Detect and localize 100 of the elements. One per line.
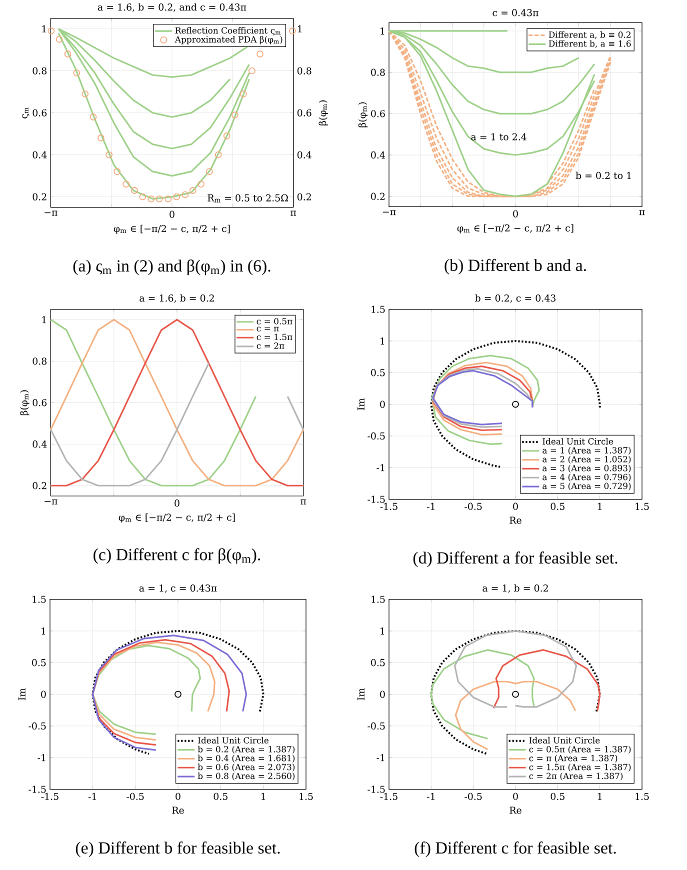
y-tick-label: 1	[42, 316, 46, 324]
legend-label: c = 2π (Area = 1.387)	[529, 772, 623, 780]
x-tick-label: −π	[44, 210, 58, 216]
legend-label: Approximated PDA β(φ$_{m}$)	[174, 36, 282, 44]
x-axis-title: φ$_{m}$ ∈ [−π/2 − c, π/2 + c]	[118, 514, 235, 523]
y-tick-label: 0.6	[32, 109, 47, 116]
y-tick-label: 0.6	[371, 110, 385, 118]
legend-label: a = 1 (Area = 1.387)	[542, 446, 631, 455]
y-tick-label: 0.5	[32, 659, 46, 666]
x-tick-label: -0.5	[464, 502, 482, 510]
text: (d) Different a for feasible set.	[413, 552, 618, 568]
y-tick-label: 0.4	[32, 151, 47, 158]
legend-label: a = 4 (Area = 0.796)	[542, 474, 631, 482]
x-tick-label: 1	[261, 792, 265, 800]
y-tick-label: 0.5	[371, 659, 385, 666]
y-axis-title: Im	[357, 398, 364, 410]
y-tick-label: 1.5	[372, 306, 385, 313]
legend-label: Ideal Unit Circle	[198, 736, 269, 744]
legend-label: b = 0.4 (Area = 1.681)	[198, 754, 295, 762]
y-tick-label: -0.5	[368, 432, 385, 440]
y-tick-label: 0.6	[32, 399, 47, 406]
x-tick-label: 0	[170, 210, 174, 218]
legend-label: c = 2π	[256, 342, 284, 349]
x-tick-label: 1	[598, 792, 602, 800]
x-tick-label: -1	[426, 792, 434, 800]
y2-tick-label: 0.6	[297, 109, 312, 116]
y-tick-label: -1	[376, 464, 384, 472]
y-tick-label: -1.5	[28, 786, 46, 793]
annotation: a = 1 to 2.4	[471, 133, 526, 140]
text: (a) ς$_{m}$ in (2) and β(φ$_{m}$) in (6).	[73, 260, 270, 276]
x-tick-label: −π	[382, 210, 396, 216]
legend-label: Ideal Unit Circle	[542, 438, 614, 445]
y-tick-label: -1	[376, 754, 384, 762]
legend-label: Reflection Coefficient ς$_{m}$	[175, 27, 281, 36]
text: (e) Different b for feasible set.	[76, 842, 280, 858]
y-tick-label: 0.8	[371, 68, 385, 76]
x-tick-label: −π	[44, 500, 58, 504]
annotation: R$_{m}$ = 0.5 to 2.5Ω	[208, 194, 288, 202]
x-tick-label: 0	[176, 792, 180, 800]
x-axis-title: Re	[510, 806, 522, 814]
y2-tick-label: 0.4	[297, 151, 312, 158]
x-tick-label: -0.5	[464, 792, 482, 800]
x-axis-title: φ$_{m}$ ∈ [−π/2 − c, π/2 + c]	[114, 224, 230, 234]
legend-label: b = 0.2 (Area = 1.387)	[198, 746, 295, 754]
y-tick-label: 0.8	[32, 358, 47, 365]
x-tick-label: π	[290, 210, 296, 216]
x-tick-label: 1.5	[636, 792, 649, 800]
x-tick-label: 0.5	[550, 502, 564, 510]
y-tick-label: 1.5	[32, 596, 46, 603]
legend-label: c = π (Area = 1.387)	[529, 754, 618, 762]
legend-label: Ideal Unit Circle	[529, 736, 600, 744]
y-tick-label: 0.5	[371, 369, 385, 376]
x-axis-title: Re	[172, 806, 184, 814]
y-tick-label: 0.4	[371, 151, 386, 159]
y-tick-label: 0.8	[32, 67, 47, 74]
y-tick-label: 0.2	[32, 193, 46, 200]
y-axis-title: ς$_{m}$	[22, 107, 30, 118]
legend-label: Different b, a ≡ 1.6	[548, 40, 631, 48]
legend-label: c = 1.5π	[256, 334, 292, 340]
y-tick-label: 1	[42, 25, 46, 32]
x-tick-label: -1	[88, 792, 96, 800]
y-tick-label: 1	[380, 627, 384, 634]
y2-tick-label: 1	[298, 25, 302, 32]
y-tick-label: 1.5	[372, 596, 385, 603]
chart-title: c = 0.43π	[492, 9, 538, 16]
y2-tick-label: 0.2	[297, 193, 311, 200]
x-tick-label: 1.5	[636, 502, 649, 510]
x-axis-title: Re	[510, 516, 522, 524]
chart-title: b = 0.2, c = 0.43	[475, 294, 556, 303]
x-tick-label: -1	[426, 502, 434, 510]
legend-label: c = π	[256, 326, 279, 332]
annotation: b = 0.2 to 1	[576, 172, 631, 180]
x-tick-label: -0.5	[126, 792, 144, 800]
y-axis-title: Im	[18, 688, 26, 700]
y-tick-label: 0.2	[371, 192, 385, 200]
y2-tick-label: 0.8	[297, 67, 312, 74]
legend-label: Different a, b ≡ 0.2	[548, 31, 630, 39]
x-tick-label: π	[300, 500, 306, 504]
chart-title: a = 1, b = 0.2	[482, 584, 548, 593]
y-tick-label: 0.2	[32, 482, 46, 490]
legend-label: c = 0.5π (Area = 1.387)	[529, 746, 631, 754]
y-tick-label: -0.5	[28, 722, 46, 730]
y2-axis-title: β(φ$_{m}$)	[318, 100, 328, 126]
legend-label: b = 0.8 (Area = 2.560)	[198, 772, 295, 780]
y-tick-label: 1	[380, 337, 384, 344]
y-axis-title: β(φ$_{m}$)	[358, 102, 368, 128]
text: (b) Different b and a.	[444, 258, 586, 274]
x-tick-label: 0.5	[214, 792, 228, 800]
y-tick-label: -0.5	[368, 722, 385, 730]
x-tick-label: 0	[513, 502, 518, 510]
legend-label: c = 1.5π (Area = 1.387)	[529, 764, 631, 772]
chart-title: a = 1.6, b = 0.2	[140, 294, 214, 303]
text: (c) Different c for β(φ$_{m}$).	[94, 548, 260, 564]
text: (f) Different c for feasible set.	[414, 842, 616, 858]
y-tick-label: 0	[380, 690, 385, 698]
y-tick-label: -1	[38, 754, 46, 762]
y-axis-title: β(φ$_{m}$)	[20, 390, 30, 416]
y-tick-label: -1.5	[368, 786, 385, 793]
legend-label: a = 2 (Area = 1.052)	[542, 456, 631, 464]
y-tick-label: 1	[42, 627, 46, 634]
